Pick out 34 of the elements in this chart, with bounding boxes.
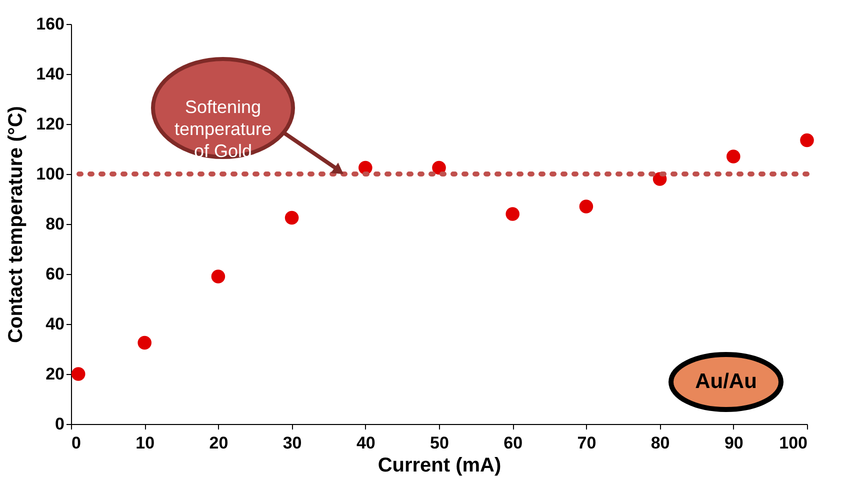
x-tick-label: 70	[577, 434, 596, 452]
x-tick-label: 50	[430, 434, 449, 452]
y-tick-label: 100	[36, 164, 64, 184]
x-tick-label: 20	[209, 434, 228, 452]
point	[71, 367, 86, 381]
y-tick-label: 120	[36, 114, 64, 134]
point	[579, 200, 594, 214]
x-tick-label: 60	[504, 434, 523, 452]
text: Softening	[184, 97, 262, 117]
x-tick-label: 100	[779, 434, 808, 452]
y-axis-title: Contact temperature (°C)	[5, 106, 28, 343]
y-tick-label: 0	[55, 414, 64, 434]
point	[726, 150, 740, 164]
x-axis-title: Current (mA)	[378, 454, 502, 476]
y-tick-label: 60	[46, 264, 64, 284]
x-tick-label: 80	[650, 434, 670, 452]
x-tick-label: 0	[72, 434, 81, 452]
point	[211, 270, 226, 284]
point	[432, 160, 446, 175]
x-tick-label: 40	[356, 434, 376, 452]
point	[800, 133, 814, 148]
y-tick-label: 40	[46, 314, 64, 334]
point	[284, 210, 299, 225]
y-tick-label: 80	[46, 214, 64, 234]
text: temperature	[174, 119, 272, 139]
x-tick-label: 10	[136, 434, 155, 452]
y-tick-label: 140	[36, 64, 64, 84]
point	[138, 336, 152, 350]
point	[506, 207, 520, 221]
x-tick-label: 30	[282, 434, 302, 452]
x-tick-label: 90	[724, 434, 744, 452]
annotation: Au/Au	[695, 370, 757, 393]
y-tick-label: 160	[36, 14, 64, 34]
y-tick-label: 20	[46, 364, 64, 384]
